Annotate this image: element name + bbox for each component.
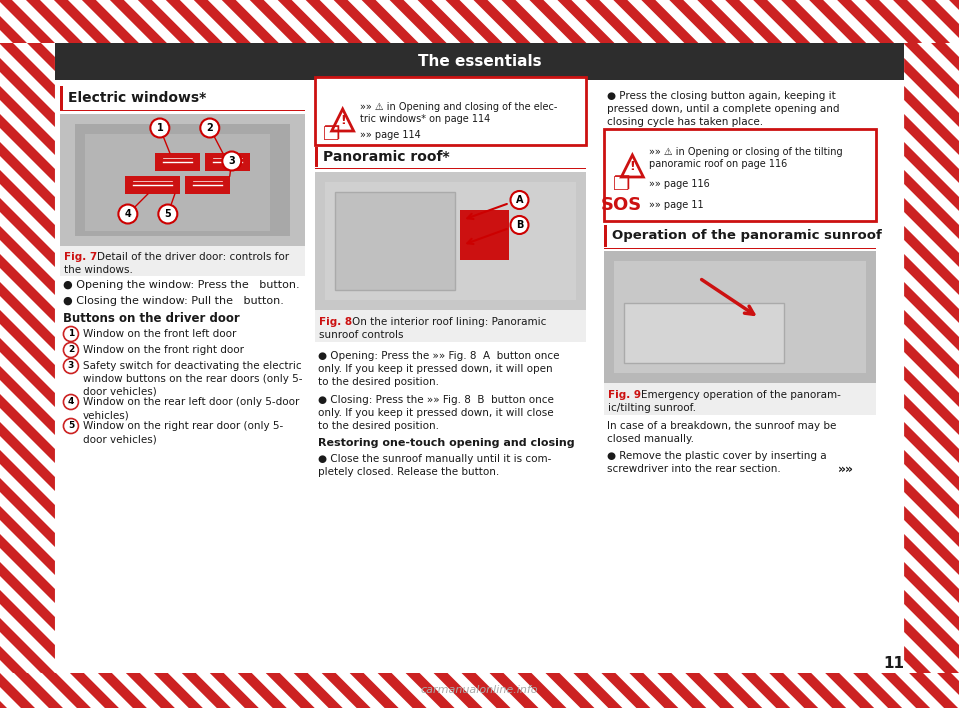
Bar <box>904 0 959 708</box>
Bar <box>0 0 55 708</box>
Bar <box>904 0 959 708</box>
Polygon shape <box>0 0 959 51</box>
Bar <box>0 0 959 43</box>
Bar <box>60 246 304 276</box>
Bar <box>0 673 959 708</box>
Polygon shape <box>0 506 55 575</box>
Bar <box>0 0 55 708</box>
Bar <box>0 673 959 708</box>
Polygon shape <box>0 0 959 654</box>
Bar <box>904 0 959 708</box>
Polygon shape <box>0 198 55 267</box>
Bar <box>0 0 959 43</box>
Bar <box>0 0 55 708</box>
Polygon shape <box>0 0 959 163</box>
Polygon shape <box>904 478 959 547</box>
Bar <box>0 673 959 708</box>
Circle shape <box>63 343 79 358</box>
Polygon shape <box>0 254 55 323</box>
Polygon shape <box>0 561 959 708</box>
Bar <box>0 673 959 708</box>
Text: ● Close the sunroof manually until it is com-: ● Close the sunroof manually until it is… <box>318 454 551 464</box>
Polygon shape <box>0 282 55 351</box>
Text: Window on the right rear door (only 5-: Window on the right rear door (only 5- <box>83 421 283 431</box>
Bar <box>0 0 959 43</box>
Bar <box>0 673 959 708</box>
Bar <box>0 0 959 43</box>
Bar <box>904 0 959 708</box>
Polygon shape <box>0 226 55 295</box>
Bar <box>0 0 55 708</box>
Bar <box>904 0 959 708</box>
Polygon shape <box>0 197 959 708</box>
Bar <box>0 0 55 708</box>
Bar <box>0 673 959 708</box>
Text: to the desired position.: to the desired position. <box>318 377 439 387</box>
Text: 4: 4 <box>125 209 132 219</box>
Polygon shape <box>0 393 959 708</box>
Text: Restoring one-touch opening and closing: Restoring one-touch opening and closing <box>318 438 574 448</box>
Bar <box>605 383 876 415</box>
Bar <box>0 0 55 708</box>
Text: »» ⚠ in Opening or closing of the tilting: »» ⚠ in Opening or closing of the tiltin… <box>649 147 843 157</box>
Polygon shape <box>0 0 55 43</box>
Bar <box>0 673 959 708</box>
Bar <box>0 673 959 708</box>
Text: sunroof controls: sunroof controls <box>319 330 403 340</box>
Text: carmanualonline.info: carmanualonline.info <box>420 685 539 695</box>
Bar <box>904 0 959 708</box>
Bar <box>0 0 959 43</box>
Circle shape <box>63 358 79 374</box>
Bar <box>0 673 959 708</box>
Bar <box>0 0 55 708</box>
Bar <box>0 0 55 708</box>
Polygon shape <box>0 702 55 708</box>
Bar <box>0 0 55 708</box>
Bar <box>0 0 55 708</box>
Polygon shape <box>904 282 959 351</box>
Polygon shape <box>904 590 959 659</box>
Bar <box>0 0 959 43</box>
Bar <box>0 0 959 43</box>
Bar <box>0 673 959 708</box>
Bar <box>904 0 959 708</box>
Polygon shape <box>0 0 959 387</box>
Polygon shape <box>0 0 959 430</box>
Text: Buttons on the driver door: Buttons on the driver door <box>63 312 240 324</box>
Bar <box>904 0 959 708</box>
Bar <box>0 0 55 708</box>
Text: ● Opening the window: Press the   button.: ● Opening the window: Press the button. <box>63 280 300 290</box>
Bar <box>0 673 959 708</box>
Polygon shape <box>0 309 959 708</box>
Bar <box>904 0 959 708</box>
Polygon shape <box>0 170 55 239</box>
Polygon shape <box>904 450 959 519</box>
Text: to the desired position.: to the desired position. <box>318 421 439 431</box>
Bar <box>0 673 959 708</box>
Polygon shape <box>0 645 959 708</box>
Bar <box>460 210 510 260</box>
Bar <box>904 0 959 708</box>
Polygon shape <box>904 142 959 211</box>
Bar <box>0 0 55 708</box>
Polygon shape <box>0 0 959 247</box>
Polygon shape <box>0 169 959 708</box>
Polygon shape <box>0 0 959 639</box>
Bar <box>0 0 959 43</box>
Bar <box>0 673 959 708</box>
Text: closed manually.: closed manually. <box>608 434 694 444</box>
Text: 3: 3 <box>68 362 74 370</box>
Bar <box>904 0 959 708</box>
Bar <box>904 0 959 708</box>
Bar <box>0 0 959 43</box>
Bar <box>0 673 959 708</box>
Bar <box>0 673 959 708</box>
Polygon shape <box>0 0 959 94</box>
Bar <box>0 0 959 43</box>
Polygon shape <box>0 674 55 708</box>
